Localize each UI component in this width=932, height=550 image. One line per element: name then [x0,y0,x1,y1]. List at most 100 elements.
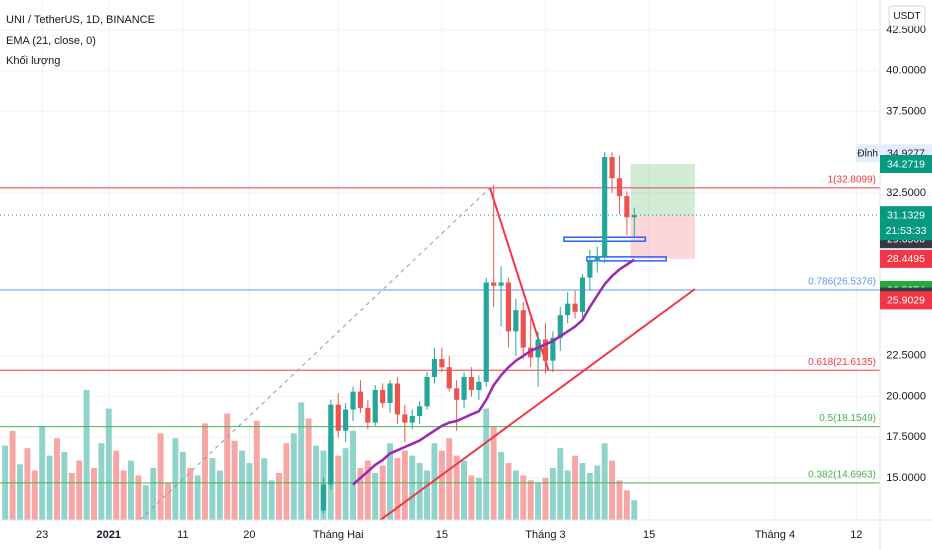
volume-bar [231,440,238,520]
currency-label: USDT [893,11,920,22]
candle-body [394,383,401,415]
volume-bar [105,408,112,520]
candle-body [357,391,364,408]
volume-label: Khối lượng [6,55,60,67]
volume-bar [135,475,142,520]
candle-body [542,339,549,361]
candle-body [587,261,593,278]
volume-bar [157,433,164,520]
volume-bar [468,475,475,520]
volume-bar [98,443,105,520]
volume-bar [268,480,275,520]
candle-body [335,404,341,431]
current-price-label: 31.1329 [887,209,925,221]
candle-body [431,359,438,377]
candle-body [387,383,393,404]
volume-bar [431,443,438,520]
candle-body [365,407,371,423]
price-tag-label: 34.2719 [887,158,925,170]
candle-body [439,359,445,368]
price-tag-label: 25.9029 [887,295,925,307]
volume-bar [520,475,527,520]
candle-body [579,277,586,312]
y-tick-label: 22.5000 [886,350,926,362]
candle-body [380,390,386,404]
volume-bar [76,460,83,520]
volume-bar [9,430,16,520]
fib-label: 0.5(18.1549) [819,413,876,424]
volume-bar [342,448,349,520]
volume-bar [601,443,608,520]
volume-bar [187,468,194,520]
volume-bar [557,448,564,520]
volume-bar [586,472,593,520]
y-tick-label: 42.5000 [886,24,926,36]
volume-bar [594,465,601,520]
volume-bar [453,455,460,520]
candle-body [528,347,534,358]
x-tick-label: 11 [177,529,188,541]
volume-bar [202,423,208,520]
candle-body [343,409,349,431]
volume-bar [194,475,201,520]
x-tick-label: Tháng Hai [313,529,364,541]
volume-bar [409,455,416,520]
currency-button[interactable] [888,5,926,27]
price-tag-note: Đỉnh [857,147,878,159]
volume-bar [461,460,468,520]
volume-bar [113,450,120,520]
volume-bar [31,470,38,520]
candle-body [372,390,378,423]
volume-bar [394,458,401,520]
volume-bar [609,460,616,520]
volume-bar [128,460,134,520]
price-tag [880,249,932,268]
volume-bar [438,450,445,520]
volume-bar [216,470,223,520]
candle-body [328,404,334,485]
volume-bar [387,443,394,520]
fib-label: 0.618(21.6135) [808,357,876,368]
volume-bar [401,450,408,520]
volume-bar [261,458,268,520]
candle-body [483,282,489,382]
volume-bar [298,402,305,520]
volume-bar [549,468,556,520]
volume-bar [61,451,68,520]
volume-bar [253,420,260,520]
x-tick-label: 20 [243,529,255,541]
y-tick-label: 37.5000 [886,105,926,117]
volume-bar [24,448,31,520]
volume-bar [579,463,586,520]
y-tick-label: 15.0000 [886,472,926,484]
candle-body [609,157,615,179]
candle-body [513,310,519,332]
x-tick-label: 2021 [97,529,121,541]
candle-body [572,303,578,312]
price-tag [880,291,932,310]
candle-body [491,282,497,286]
candle-body [476,381,482,390]
volume-bar [542,477,549,520]
volume-bar [91,468,97,520]
plot-area: 1(32.8099) 0.786(26.5376) 0.618(21.6135) 0.… [0,0,880,520]
position-profit [630,164,695,216]
volume-bar [483,408,490,520]
candle-body [557,315,563,338]
candle-body [468,376,475,390]
volume-bar [424,470,431,520]
fib-label: 1(32.8099) [828,174,876,185]
candle-body [350,391,356,410]
countdown-label: 21:53:33 [886,225,927,237]
volume-bar [283,443,290,520]
volume-bar [379,465,386,520]
x-tick-label: 12 [850,529,862,541]
y-tick-label: 17.5000 [886,431,926,443]
candle-body [505,282,512,332]
volume-bar [179,451,186,520]
volume-bar [364,460,371,520]
candle-body [631,215,637,218]
volume-bar [83,390,90,520]
axes: 23 2021 11 20 Tháng Hai 15 Tháng 3 15 Tháng 4 12 1… [36,24,932,541]
candle-body [402,414,408,423]
